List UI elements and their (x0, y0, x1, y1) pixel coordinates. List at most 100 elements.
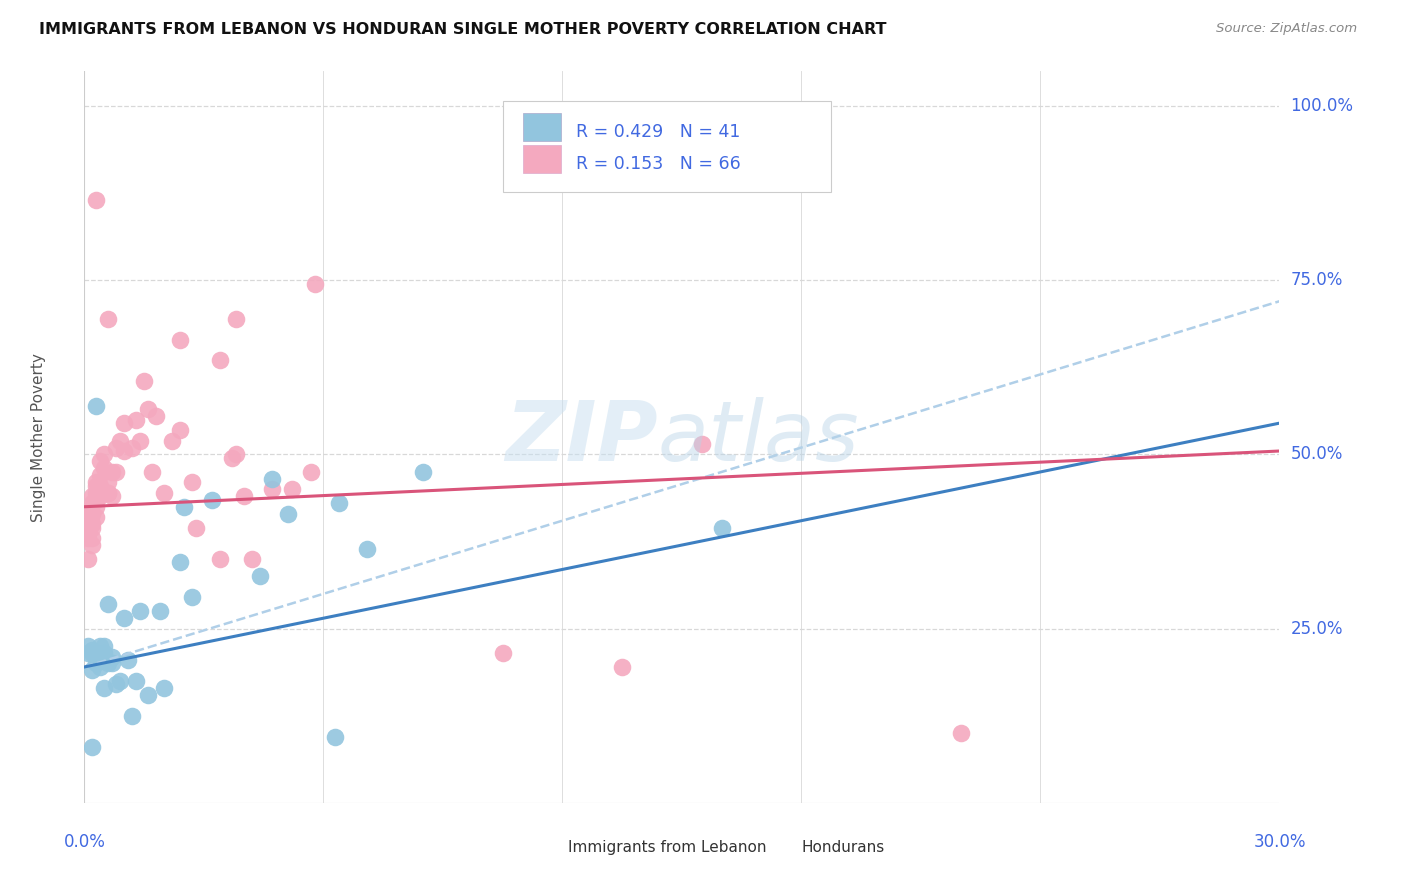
Point (86, 475, 108, 490)
Point (86, 193, 108, 207)
Point (93, 485, 115, 500)
Text: IMMIGRANTS FROM LEBANON VS HONDURAN SINGLE MOTHER POVERTY CORRELATION CHART: IMMIGRANTS FROM LEBANON VS HONDURAN SING… (39, 22, 887, 37)
Point (260, 483, 283, 497)
Point (153, 485, 176, 500)
Point (101, 489, 124, 503)
Point (129, 604, 152, 618)
Text: Source: ZipAtlas.com: Source: ZipAtlas.com (1216, 22, 1357, 36)
Point (89, 479, 111, 493)
Point (101, 657, 124, 671)
Point (492, 646, 515, 660)
Point (612, 660, 634, 674)
Point (93, 639, 115, 653)
Point (949, 726, 972, 740)
Point (82, 507, 104, 521)
Point (208, 353, 231, 368)
Point (325, 730, 347, 744)
Point (181, 591, 204, 605)
Point (77, 510, 100, 524)
Point (86, 646, 108, 660)
Point (280, 483, 302, 497)
Point (105, 441, 128, 455)
Text: R = 0.429   N = 41: R = 0.429 N = 41 (575, 123, 740, 141)
Text: ZIP: ZIP (505, 397, 658, 477)
Point (153, 681, 176, 695)
Point (86, 500, 108, 514)
Point (412, 465, 434, 479)
Point (232, 489, 254, 503)
Point (110, 673, 132, 688)
Text: atlas: atlas (658, 397, 859, 477)
Point (97, 311, 120, 326)
Point (301, 465, 323, 479)
Point (82, 531, 104, 545)
Point (77, 524, 100, 538)
Point (132, 375, 156, 389)
Point (136, 688, 159, 702)
Point (89, 660, 111, 674)
Text: Single Mother Poverty: Single Mother Poverty (31, 352, 46, 522)
Text: Hondurans: Hondurans (801, 840, 884, 855)
Text: 30.0%: 30.0% (1253, 833, 1306, 851)
Point (240, 552, 263, 566)
Point (97, 485, 120, 500)
FancyBboxPatch shape (523, 145, 561, 173)
Point (93, 681, 115, 695)
Point (77, 639, 100, 653)
Point (93, 646, 115, 660)
Point (141, 465, 163, 479)
Point (145, 409, 167, 424)
Point (82, 740, 104, 755)
Point (225, 311, 247, 326)
FancyBboxPatch shape (759, 836, 793, 859)
Point (82, 646, 104, 660)
Point (86, 492, 108, 507)
Point (328, 496, 350, 510)
Point (160, 434, 183, 448)
Point (97, 597, 120, 611)
Text: 50.0%: 50.0% (1291, 445, 1343, 464)
Point (136, 402, 159, 417)
Point (201, 492, 224, 507)
Point (93, 448, 115, 462)
Point (129, 434, 152, 448)
Point (208, 552, 231, 566)
Text: R = 0.153   N = 66: R = 0.153 N = 66 (575, 155, 741, 173)
Text: Immigrants from Lebanon: Immigrants from Lebanon (568, 840, 766, 855)
Point (184, 521, 207, 535)
FancyBboxPatch shape (503, 101, 831, 192)
Point (93, 461, 115, 475)
Point (173, 500, 195, 514)
Point (149, 604, 172, 618)
Point (86, 492, 108, 507)
Point (89, 639, 111, 653)
Point (304, 277, 326, 291)
Point (225, 448, 247, 462)
Point (82, 521, 104, 535)
Point (82, 489, 104, 503)
Point (86, 479, 108, 493)
Point (105, 465, 128, 479)
Point (169, 333, 191, 347)
Point (82, 642, 104, 657)
Point (89, 454, 111, 468)
Point (110, 434, 132, 448)
Point (97, 657, 120, 671)
Point (277, 507, 299, 521)
Point (112, 444, 135, 458)
Text: 25.0%: 25.0% (1291, 620, 1343, 638)
Point (82, 538, 104, 552)
Point (77, 531, 100, 545)
Text: 75.0%: 75.0% (1291, 271, 1343, 289)
Point (77, 503, 100, 517)
Point (169, 423, 191, 437)
Point (125, 673, 148, 688)
FancyBboxPatch shape (523, 112, 561, 141)
Point (82, 517, 104, 532)
Point (89, 468, 111, 483)
Point (112, 416, 135, 430)
Point (121, 708, 143, 723)
Point (89, 489, 111, 503)
Text: 0.0%: 0.0% (63, 833, 105, 851)
Point (221, 450, 243, 465)
